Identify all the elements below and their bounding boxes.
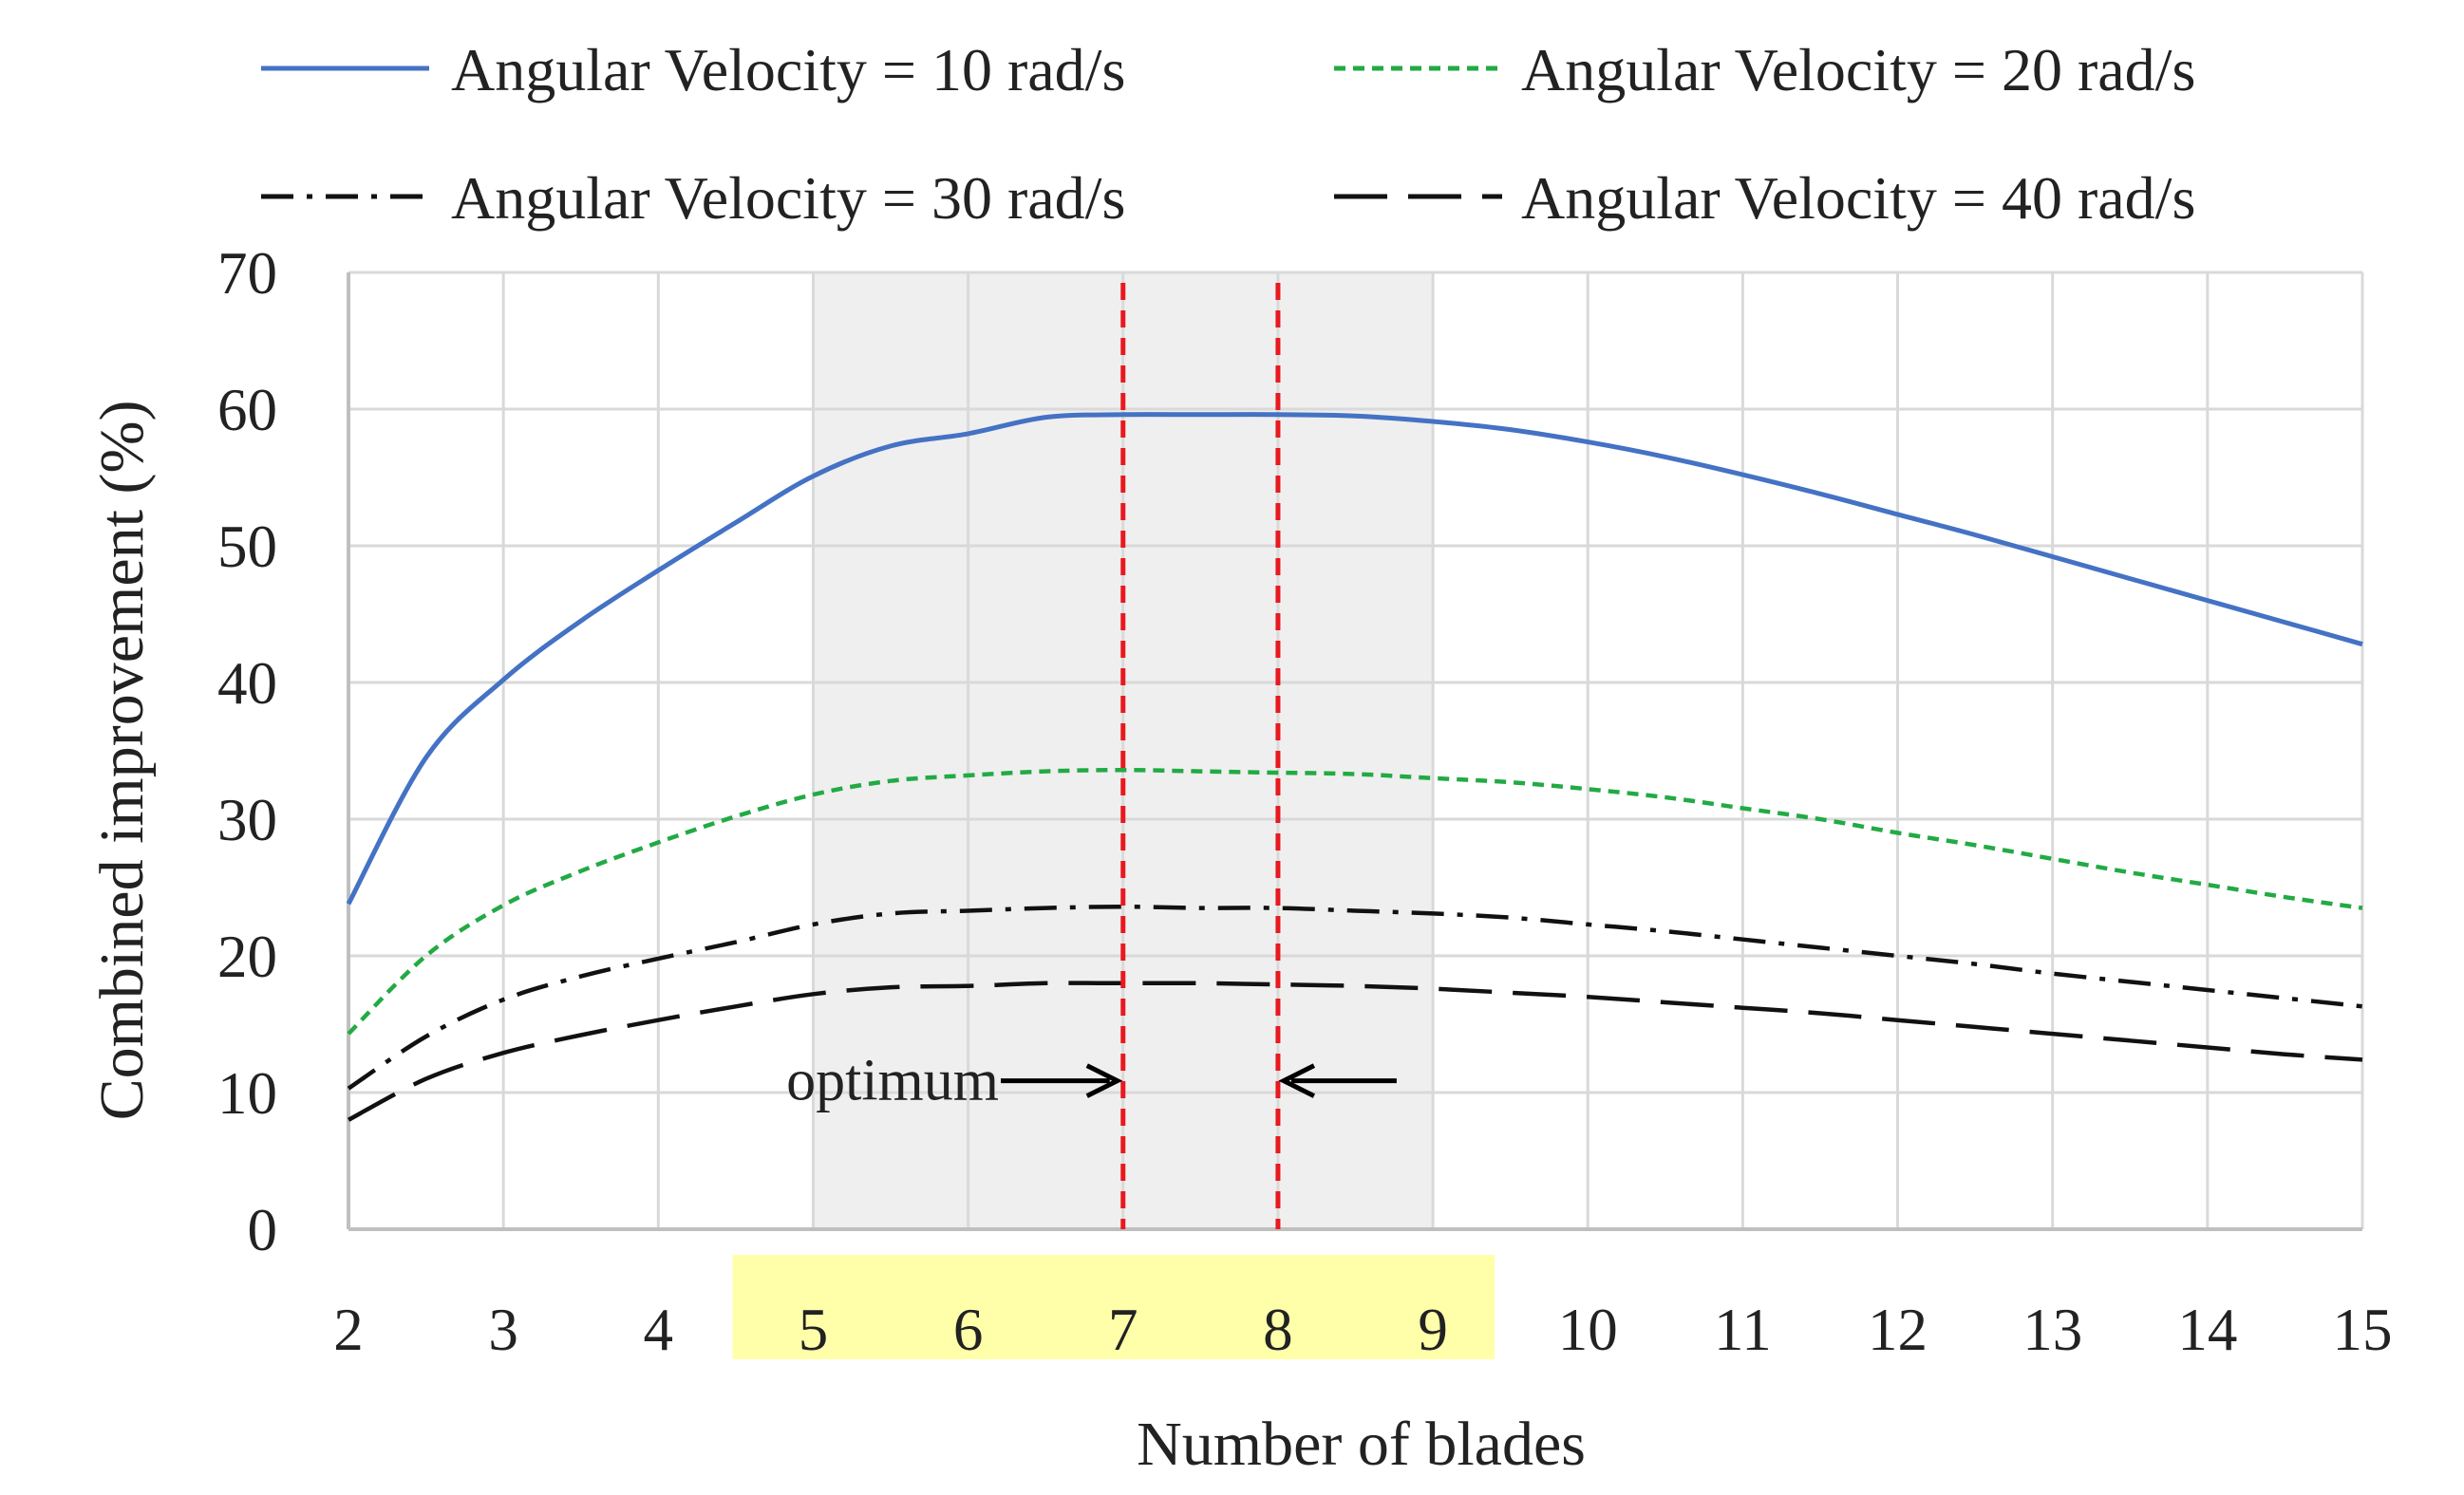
- legend-label-2: Angular Velocity = 20 rad/s: [1521, 36, 2195, 103]
- chart-legend: Angular Velocity = 10 rad/s Angular Veloc…: [261, 36, 2195, 232]
- x-tick-label-7: 7: [1108, 1297, 1138, 1363]
- y-tick-label-50: 50: [217, 514, 277, 580]
- optimum-label: optimum: [786, 1049, 999, 1113]
- x-tick-label-11: 11: [1714, 1297, 1772, 1363]
- y-tick-label-30: 30: [217, 787, 277, 853]
- y-tick-label-60: 60: [217, 377, 277, 443]
- y-tick-label-40: 40: [217, 650, 277, 717]
- y-tick-label-20: 20: [217, 924, 277, 990]
- legend-label-4: Angular Velocity = 40 rad/s: [1521, 164, 2195, 232]
- x-tick-label-6: 6: [953, 1297, 984, 1363]
- y-tick-label-0: 0: [248, 1197, 278, 1263]
- x-tick-label-2: 2: [333, 1297, 364, 1363]
- x-tick-label-9: 9: [1418, 1297, 1448, 1363]
- y-tick-label-70: 70: [217, 240, 277, 307]
- x-tick-label-12: 12: [1868, 1297, 1928, 1363]
- tick-labels: 2 3 4 5 6 7 8 9 10 11 12 13 14 15 0 10 20 30 40 50 60 70: [217, 240, 2393, 1363]
- series-line-3: [347, 904, 2363, 1091]
- legend-label-1: Angular Velocity = 10 rad/s: [451, 36, 1125, 103]
- x-tick-label-8: 8: [1263, 1297, 1293, 1363]
- x-tick-label-14: 14: [2177, 1297, 2237, 1363]
- x-tick-label-3: 3: [488, 1297, 518, 1363]
- axes: [347, 272, 2362, 1231]
- y-axis-title: Combined improvement (%): [87, 401, 157, 1121]
- arrow-left-head: [1278, 1063, 1316, 1098]
- x-axis-title: Number of blades: [1137, 1410, 1586, 1479]
- legend-label-3: Angular Velocity = 30 rad/s: [451, 164, 1125, 232]
- series-line-2: [347, 767, 2363, 1036]
- y-tick-label-10: 10: [217, 1060, 277, 1127]
- x-tick-label-4: 4: [644, 1297, 674, 1363]
- series-line-1: [346, 412, 2363, 906]
- x-tick-label-15: 15: [2333, 1297, 2393, 1363]
- tick-highlight-rect: [732, 1255, 1495, 1359]
- x-tick-label-13: 13: [2022, 1297, 2082, 1363]
- optimum-annotation: optimum: [786, 1049, 1397, 1113]
- arrow-right-head: [1085, 1063, 1123, 1098]
- optimum-markers: [1120, 283, 1281, 1229]
- x-tick-label-10: 10: [1558, 1297, 1618, 1363]
- x-tick-label-5: 5: [799, 1297, 829, 1363]
- highlighted-ticks-band: [732, 1255, 1495, 1359]
- data-series: [346, 412, 2363, 1122]
